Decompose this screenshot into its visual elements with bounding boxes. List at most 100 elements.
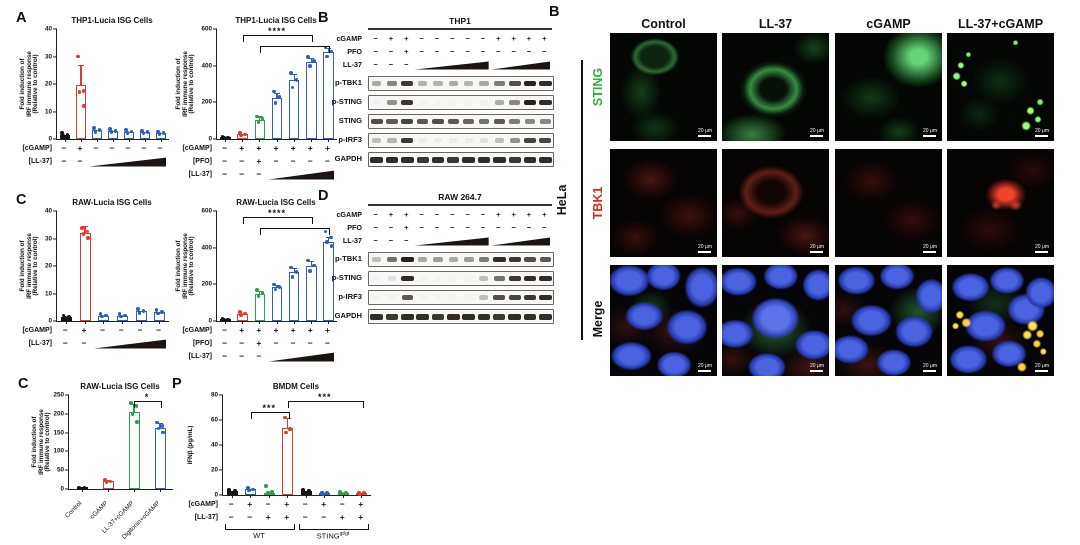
blot-strip-p-tbk1 <box>368 76 554 91</box>
sign-2: + <box>239 325 245 335</box>
lane-sign-2: − <box>388 223 394 232</box>
lane-sign-10: − <box>511 223 516 232</box>
sign-1: − <box>62 338 68 348</box>
blot-band <box>401 276 414 281</box>
sign-2: − <box>81 338 87 348</box>
sign-row-label: [cGAMP] <box>22 145 52 152</box>
x-tick-mark <box>81 489 83 492</box>
plot-area: 0 10 20 30 40 <box>45 26 169 143</box>
blot-row-label-p-tbk1: p-TBK1 <box>335 78 362 87</box>
sign-3: + <box>256 143 262 153</box>
sign-2: − <box>77 156 83 166</box>
blot-band <box>523 100 537 105</box>
data-point <box>155 420 159 425</box>
blot-band <box>508 276 521 281</box>
sign-4: + <box>284 499 290 509</box>
lane-sign-12: + <box>542 34 547 43</box>
y-tick-label: 0 <box>214 491 218 499</box>
data-point <box>156 426 161 431</box>
blot-band <box>385 313 399 320</box>
blot-band <box>400 257 414 262</box>
bar-6 <box>305 266 317 321</box>
x-tick-mark <box>259 139 261 142</box>
sign-row-label: [cGAMP] <box>182 327 212 334</box>
blot-band <box>433 81 443 86</box>
lane-sign-12: − <box>542 223 547 232</box>
row-label-tbk1: TBK1 <box>591 186 605 220</box>
scale-bar-label: 20 μm <box>1035 363 1049 369</box>
column-header-cgamp: cGAMP <box>866 17 911 31</box>
data-point <box>156 311 160 316</box>
blot-band <box>370 119 383 124</box>
data-point <box>98 312 103 316</box>
blot-band <box>523 81 537 86</box>
blot-band <box>434 100 442 105</box>
data-point <box>255 114 259 119</box>
y-tick-mark <box>53 237 57 240</box>
blot-band <box>493 156 506 163</box>
sign-5: − <box>137 325 143 335</box>
sig-bracket <box>287 401 364 408</box>
bar-4 <box>271 287 283 321</box>
blot-title-rule <box>368 204 552 206</box>
y-tick-mark <box>219 469 223 471</box>
data-point <box>129 129 134 134</box>
data-point <box>124 128 128 132</box>
blot-band <box>539 313 552 320</box>
bar-7 <box>323 51 334 139</box>
error-bar-cap <box>291 267 297 269</box>
sign-row-label: [PFO] <box>192 340 212 347</box>
lane-sign-7: − <box>465 47 470 56</box>
scale-bar: 20 μm <box>1035 245 1049 253</box>
x-tick-mark <box>268 495 270 498</box>
blot-band <box>464 138 473 143</box>
y-tick-mark <box>65 432 69 434</box>
sign-4: + <box>284 512 290 522</box>
data-point <box>306 258 311 263</box>
blot-band <box>493 295 506 300</box>
data-point <box>63 316 67 321</box>
y-tick-mark <box>213 283 217 285</box>
sign-1: − <box>228 499 234 509</box>
error-bar <box>287 417 289 428</box>
sign-6: − <box>156 325 162 335</box>
lane-sign-8: − <box>480 223 486 232</box>
data-point <box>273 101 278 105</box>
error-bar <box>80 64 82 86</box>
lane-sign-8: − <box>480 47 486 56</box>
sign-row: [cGAMP] − + + + + + + <box>176 324 336 337</box>
data-point <box>282 415 287 420</box>
sign-5: − <box>125 143 131 153</box>
panel-label-c: C <box>16 192 27 208</box>
lane-sign-9: − <box>496 47 501 56</box>
data-point <box>243 132 247 137</box>
x-tick-mark <box>276 321 278 324</box>
blot-band <box>464 81 474 86</box>
micrograph-merge-cgamp: 20 μm <box>835 265 942 376</box>
data-point <box>255 288 259 292</box>
bar-digitonin-cgamp <box>154 427 166 489</box>
x-tick-mark <box>84 321 86 324</box>
x-tick-mark <box>305 495 307 498</box>
lane-sign-1: − <box>373 47 378 56</box>
y-tick-mark <box>65 394 69 396</box>
blot-band <box>434 138 442 143</box>
plot-area: 0 10 20 30 40 <box>45 208 169 325</box>
y-tick-label: 30 <box>44 235 52 242</box>
sig-label: *** <box>317 392 332 402</box>
lane-sign-8: − <box>480 210 486 219</box>
data-point <box>222 318 226 322</box>
group-label-sting: STINGgt/gt <box>316 531 350 541</box>
blot-band <box>494 138 504 143</box>
y-tick-label: 0 <box>60 485 64 493</box>
lane-sign-4: − <box>419 34 424 43</box>
sign-row-label: [LL-37] <box>28 340 52 347</box>
x-tick-mark <box>250 495 252 498</box>
blot-strip-p-tbk1 <box>368 252 554 267</box>
lane-sign-7: − <box>465 210 470 219</box>
y-tick-label: 600 <box>201 207 212 215</box>
data-point <box>237 131 242 135</box>
data-point <box>323 45 328 50</box>
sign-5: − <box>302 499 308 509</box>
y-axis-label: Fold induction of IRF immune response (Rel… <box>175 51 196 117</box>
